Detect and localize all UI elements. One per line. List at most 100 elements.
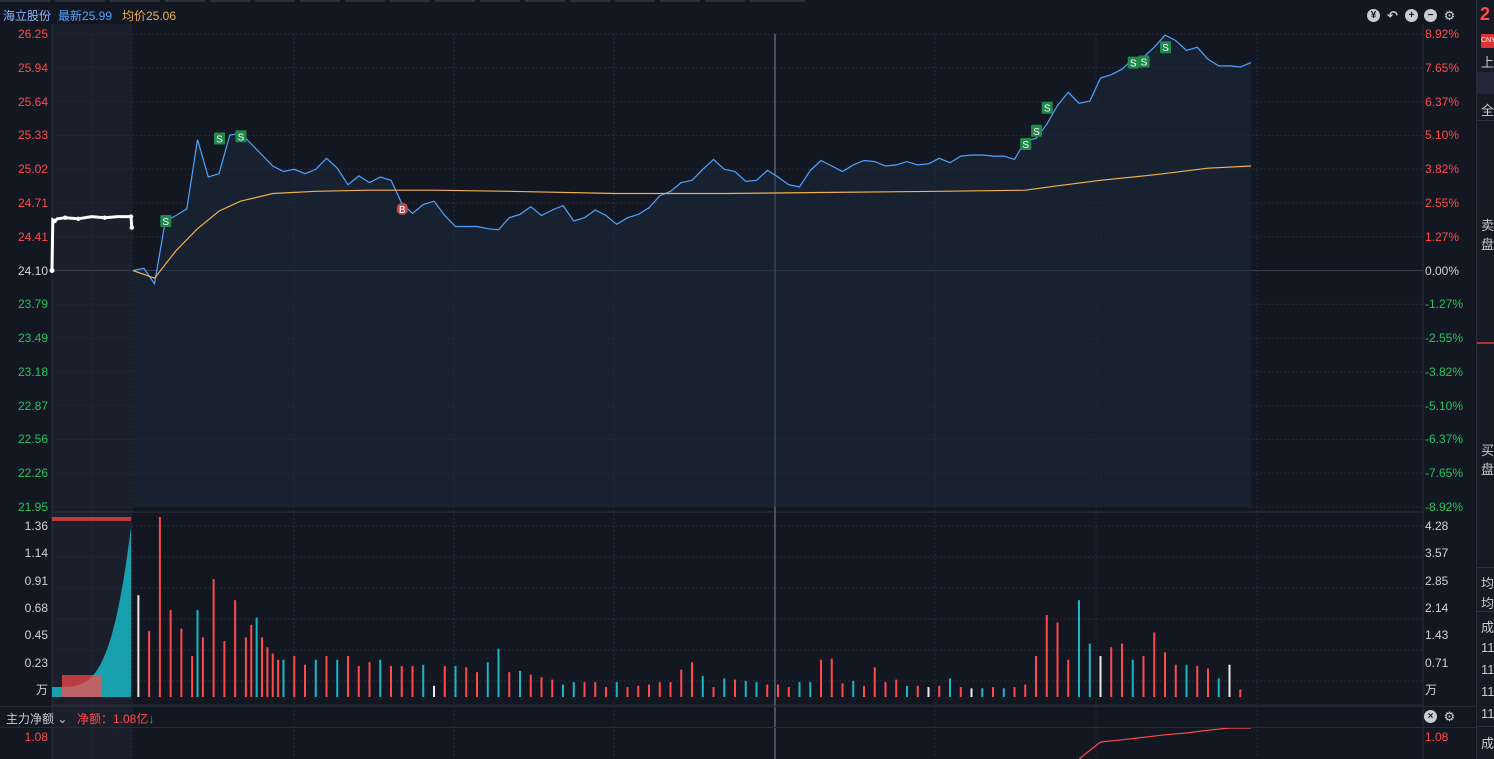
tab[interactable] xyxy=(435,0,475,2)
volume-bar xyxy=(1239,689,1242,697)
sell-marker xyxy=(1020,138,1032,150)
undo-icon[interactable]: ↶ xyxy=(1387,8,1398,23)
indicator-selector[interactable]: 主力净额 ⌄ xyxy=(6,710,67,727)
axis-tick-label: 23.79 xyxy=(17,297,48,312)
volume-bar xyxy=(336,659,339,697)
sell-marker xyxy=(1031,124,1042,137)
volume-bar xyxy=(1024,684,1027,697)
volume-bar xyxy=(497,648,500,697)
auction-point xyxy=(128,214,134,219)
volume-bar xyxy=(486,662,489,697)
gear-icon[interactable]: ⚙ xyxy=(1443,709,1456,724)
volume-bar xyxy=(938,685,941,697)
axis-tick-label: 23.18 xyxy=(17,364,48,379)
sidebar-item: 均 xyxy=(1481,596,1494,611)
close-icon[interactable]: × xyxy=(1424,710,1437,723)
chart-toolbar: ¥ ↶ + − ⚙ xyxy=(1367,9,1456,22)
volume-bar xyxy=(169,610,172,697)
axis-tick-label: -8.92% xyxy=(1425,500,1464,514)
avg-price: 均价25.06 xyxy=(122,9,177,23)
fund-icon[interactable]: ¥ xyxy=(1367,9,1380,22)
volume-bar xyxy=(443,665,446,697)
volume-bar xyxy=(744,680,747,697)
sidebar-price-digit: 2 xyxy=(1480,4,1491,24)
axis-tick-label: 23.49 xyxy=(17,331,48,346)
tab[interactable] xyxy=(750,0,805,2)
axis-tick-label: 24.41 xyxy=(17,229,48,244)
volume-bar xyxy=(390,665,392,697)
volume-bar xyxy=(680,669,683,697)
volume-bar xyxy=(734,679,736,697)
volume-bar xyxy=(148,631,151,697)
axis-tick-label: 8.92% xyxy=(1425,27,1460,41)
zoom-in-icon[interactable]: + xyxy=(1405,9,1418,22)
sidebar-item: 成 xyxy=(1481,736,1494,751)
auction-volume-red xyxy=(62,675,102,697)
tab[interactable] xyxy=(570,0,610,2)
sell-marker xyxy=(235,130,247,143)
tab[interactable] xyxy=(390,0,430,2)
volume-bar xyxy=(325,656,328,697)
sidebar-item: 盘 xyxy=(1481,237,1494,252)
window-tab-strip xyxy=(0,0,810,3)
auction-point xyxy=(102,215,107,220)
axis-tick-label: 1.08 xyxy=(1425,730,1449,744)
axis-tick-label: 3.82% xyxy=(1425,162,1460,177)
volume-bar xyxy=(637,685,640,697)
axis-tick-label: 0.23 xyxy=(24,655,48,670)
volume-bar xyxy=(841,683,844,697)
tab[interactable] xyxy=(525,0,565,2)
volume-bar xyxy=(949,678,951,697)
sidebar-item: 上 xyxy=(1481,55,1494,70)
volume-bar xyxy=(562,684,564,697)
stock-name[interactable]: 海立股份 xyxy=(3,9,52,23)
axis-tick-label: 5.10% xyxy=(1425,128,1460,143)
marker-label: S xyxy=(1022,140,1029,151)
tab[interactable] xyxy=(210,0,250,2)
sidebar-item: 卖 xyxy=(1481,218,1494,233)
volume-bar xyxy=(137,595,140,697)
tab[interactable] xyxy=(345,0,385,2)
volume-bar xyxy=(476,672,478,697)
sidebar-item: 均 xyxy=(1481,576,1494,591)
tab[interactable] xyxy=(110,0,160,2)
gear-icon[interactable]: ⚙ xyxy=(1443,8,1456,23)
indicator-label: 主力净额 xyxy=(6,712,55,726)
tab[interactable] xyxy=(660,0,700,2)
axis-tick-label: 25.33 xyxy=(17,128,48,143)
volume-bar xyxy=(1013,687,1016,697)
volume-bar xyxy=(191,656,194,697)
tab[interactable] xyxy=(0,0,50,2)
axis-tick-label: 3.57 xyxy=(1425,546,1449,561)
tab[interactable] xyxy=(705,0,745,2)
marker-label: S xyxy=(1162,43,1169,54)
axis-tick-label: 4.28 xyxy=(1425,519,1449,533)
volume-bar xyxy=(1196,665,1199,697)
axis-tick-label: 22.87 xyxy=(17,398,48,413)
volume-bar xyxy=(357,665,360,697)
net-amount-value: 净额：1.08亿 xyxy=(77,712,149,726)
volume-bar xyxy=(572,682,575,697)
latest-price: 最新25.99 xyxy=(58,9,113,23)
volume-bar xyxy=(411,665,414,697)
tab[interactable] xyxy=(615,0,655,2)
axis-tick-label: 25.02 xyxy=(17,162,48,177)
volume-bar xyxy=(1131,659,1134,697)
axis-tick-label: 24.71 xyxy=(17,195,48,210)
sidebar-item[interactable]: 全 xyxy=(1481,103,1494,118)
tab[interactable] xyxy=(480,0,520,2)
zoom-out-icon[interactable]: − xyxy=(1424,9,1437,22)
sidebar-item: 买 xyxy=(1481,443,1494,458)
volume-bar xyxy=(196,610,199,697)
tab[interactable] xyxy=(255,0,295,2)
axis-tick-label: 0.45 xyxy=(24,628,48,643)
tab[interactable] xyxy=(300,0,340,2)
volume-bar xyxy=(158,517,161,697)
axis-tick-label: 万 xyxy=(35,683,48,697)
divider xyxy=(1477,567,1494,568)
axis-tick-label: 7.65% xyxy=(1425,60,1460,75)
tab[interactable] xyxy=(165,0,205,2)
volume-bar xyxy=(212,579,215,697)
tab[interactable] xyxy=(55,0,105,2)
